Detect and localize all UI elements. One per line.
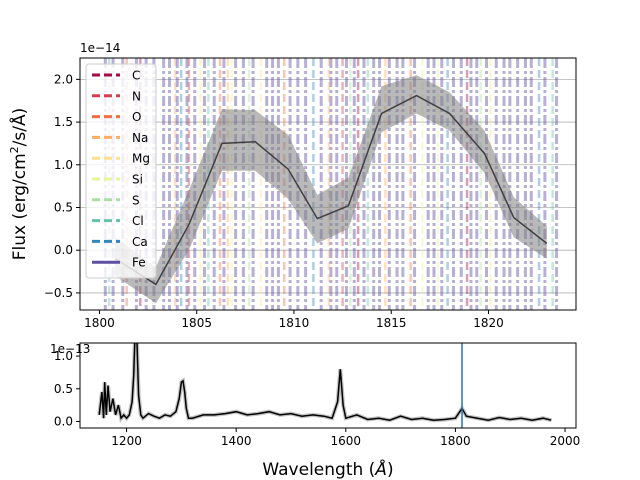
legend-label-mg: Mg — [132, 152, 150, 166]
bottom-offset-text: 1e−13 — [50, 342, 90, 356]
legend: CNO Na Mg Si S Cl Ca Fe — [85, 63, 157, 279]
legend-label-ca: Ca — [132, 235, 148, 249]
bottom-axes-frame — [79, 342, 577, 429]
uncertainty-band — [115, 75, 547, 304]
x-tick-label: 1805 — [181, 316, 212, 330]
x-tick-label: 1800 — [84, 316, 115, 330]
y-tick-label: 1.0 — [54, 158, 73, 172]
legend-box — [85, 63, 157, 279]
y-tick-label: 1.0 — [54, 349, 73, 363]
legend-label-cl: Cl — [132, 214, 144, 228]
flux-line — [114, 94, 548, 286]
top-x-ticks: 1800 1805 1810 1815 1820 — [84, 310, 504, 330]
full-spectrum-panel: 1200 1400 1600 1800 2000 0.0 0.5 1.0 1e−13 Wav… — [50, 342, 580, 480]
full-spectrum-series — [97, 343, 552, 428]
y-tick-label: 1.5 — [54, 115, 73, 129]
bottom-x-axis-label: Wavelength (Å) — [262, 458, 393, 480]
x-tick-label: 1820 — [473, 316, 504, 330]
legend-label-s: S — [132, 193, 140, 207]
legend-label-c: C — [132, 69, 140, 83]
top-axes-frame — [79, 57, 577, 311]
legend-label-na: Na — [132, 131, 148, 145]
bottom-y-ticks: 0.0 0.5 1.0 — [54, 349, 80, 428]
x-tick-label: 1600 — [331, 434, 362, 448]
y-tick-label: 0.5 — [54, 200, 73, 214]
x-tick-label: 1200 — [111, 434, 142, 448]
atomic-line-markers — [103, 58, 559, 310]
spectrum-line — [98, 343, 552, 421]
legend-label-si: Si — [132, 173, 143, 187]
legend-label-n: N — [132, 89, 141, 103]
y-tick-label: 0.0 — [54, 243, 73, 257]
x-tick-label: 2000 — [550, 434, 581, 448]
flux-series — [114, 75, 548, 304]
legend-label-fe: Fe — [132, 256, 146, 270]
top-y-axis-label: Flux (erg/cm2/s/Å) — [8, 108, 30, 261]
y-tick-label: 2.0 — [54, 72, 73, 86]
y-tick-label: 0.5 — [54, 382, 73, 396]
y-tick-label: −0.5 — [44, 286, 73, 300]
bottom-x-ticks: 1200 1400 1600 1800 2000 — [111, 428, 580, 448]
x-tick-label: 1815 — [376, 316, 407, 330]
y-tick-label: 0.0 — [54, 414, 73, 428]
x-tick-label: 1800 — [440, 434, 471, 448]
legend-label-o: O — [132, 110, 141, 124]
top-y-ticks: −0.5 0.0 0.5 1.0 1.5 2.0 — [44, 72, 80, 300]
x-tick-label: 1400 — [221, 434, 252, 448]
top-offset-text: 1e−14 — [80, 41, 120, 55]
x-tick-label: 1810 — [279, 316, 310, 330]
zoom-spectrum-panel: 1800 1805 1810 1815 1820 −0.5 0.0 0.5 1.0 1.5 2.0… — [8, 41, 577, 330]
